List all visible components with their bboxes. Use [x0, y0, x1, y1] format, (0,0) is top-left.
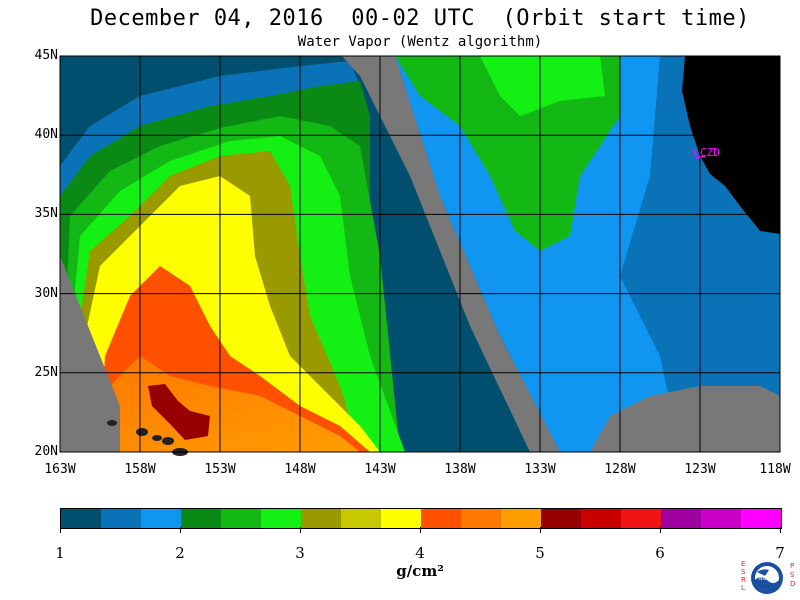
colorbar-tick-mark: [540, 527, 541, 533]
colorbar-tick-label: 6: [655, 544, 665, 562]
colorbar-swatch: [661, 509, 701, 528]
moisture-band-orange: [105, 356, 360, 452]
lat-tick-label: 25N: [34, 364, 58, 380]
colorbar-tick-label: 5: [535, 544, 545, 562]
map-subtitle: Water Vapor (Wentz algorithm): [297, 34, 543, 50]
moisture-east-green-bright: [480, 56, 605, 116]
land-california: [682, 56, 780, 234]
nodata-gap-center: [342, 56, 560, 452]
colorbar: [60, 508, 782, 529]
colorbar-tick-mark: [60, 527, 61, 533]
colorbar-swatch: [741, 509, 781, 528]
colorbar-swatch: [141, 509, 181, 528]
colorbar-swatch: [541, 509, 581, 528]
colorbar-swatch: [261, 509, 301, 528]
moisture-east-blue: [395, 56, 680, 452]
lat-tick-label: 40N: [34, 127, 58, 143]
colorbar-swatch: [621, 509, 661, 528]
colorbar-tick-label: 1: [55, 544, 65, 562]
colorbar-tick-label: 7: [775, 544, 785, 562]
colorbar-swatch: [381, 509, 421, 528]
moisture-east-green: [395, 56, 620, 251]
colorbar-swatch: [581, 509, 621, 528]
lat-tick-label: 30N: [34, 285, 58, 301]
lat-tick-label: 35N: [34, 206, 58, 222]
lon-tick-label: 138W: [444, 462, 476, 477]
water-vapor-map: CZD: [59, 55, 781, 456]
lon-tick-label: 123W: [684, 462, 716, 477]
colorbar-swatch: [461, 509, 501, 528]
station-label: CZD: [700, 146, 720, 159]
nodata-gap-west: [60, 256, 120, 452]
colorbar-swatch: [341, 509, 381, 528]
lat-tick-label: 45N: [34, 48, 58, 63]
lon-tick-label: 118W: [759, 462, 791, 477]
colorbar-tick-mark: [420, 527, 421, 533]
nodata-gap-south: [590, 386, 780, 452]
colorbar-swatch: [181, 509, 221, 528]
lon-tick-label: 163W: [44, 462, 76, 477]
lon-tick-label: 158W: [124, 462, 156, 477]
lon-tick-label: 128W: [604, 462, 636, 477]
colorbar-tick-mark: [180, 527, 181, 533]
lon-tick-label: 143W: [364, 462, 396, 477]
lat-tick-label: 20N: [34, 444, 58, 459]
svg-text:NOAA: NOAA: [758, 575, 776, 582]
map-frame: [59, 55, 781, 453]
map-title: December 04, 2016 00-02 UTC (Orbit start…: [90, 6, 750, 31]
colorbar-swatch: [221, 509, 261, 528]
colorbar-swatch: [421, 509, 461, 528]
colorbar-tick-mark: [660, 527, 661, 533]
colorbar-tick-label: 2: [175, 544, 185, 562]
colorbar-swatch: [61, 509, 101, 528]
lon-tick-label: 153W: [204, 462, 236, 477]
colorbar-swatch: [101, 509, 141, 528]
colorbar-swatch: [501, 509, 541, 528]
units-label: g/cm²: [396, 562, 444, 580]
colorbar-tick-mark: [300, 527, 301, 533]
station-marker: CZD: [692, 146, 720, 159]
lon-tick-label: 148W: [284, 462, 316, 477]
moisture-band-darkred: [148, 384, 210, 440]
colorbar-swatch: [701, 509, 741, 528]
colorbar-swatch: [301, 509, 341, 528]
colorbar-tick-label: 3: [295, 544, 305, 562]
colorbar-tick-label: 4: [415, 544, 425, 562]
colorbar-tick-mark: [780, 527, 781, 533]
lon-tick-label: 133W: [524, 462, 556, 477]
